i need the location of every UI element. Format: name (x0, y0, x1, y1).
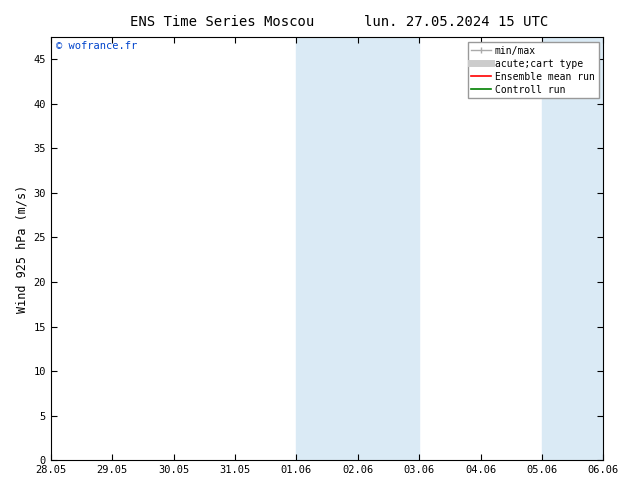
Text: ENS Time Series Moscou: ENS Time Series Moscou (130, 15, 314, 29)
Bar (542, 37, 604, 460)
Text: lun. 27.05.2024 15 UTC: lun. 27.05.2024 15 UTC (365, 15, 548, 29)
Legend: min/max, acute;cart type, Ensemble mean run, Controll run: min/max, acute;cart type, Ensemble mean … (467, 42, 598, 98)
Y-axis label: Wind 925 hPa (m/s): Wind 925 hPa (m/s) (15, 184, 28, 313)
Text: © wofrance.fr: © wofrance.fr (56, 41, 138, 51)
Bar (297, 37, 358, 460)
Bar (358, 37, 419, 460)
